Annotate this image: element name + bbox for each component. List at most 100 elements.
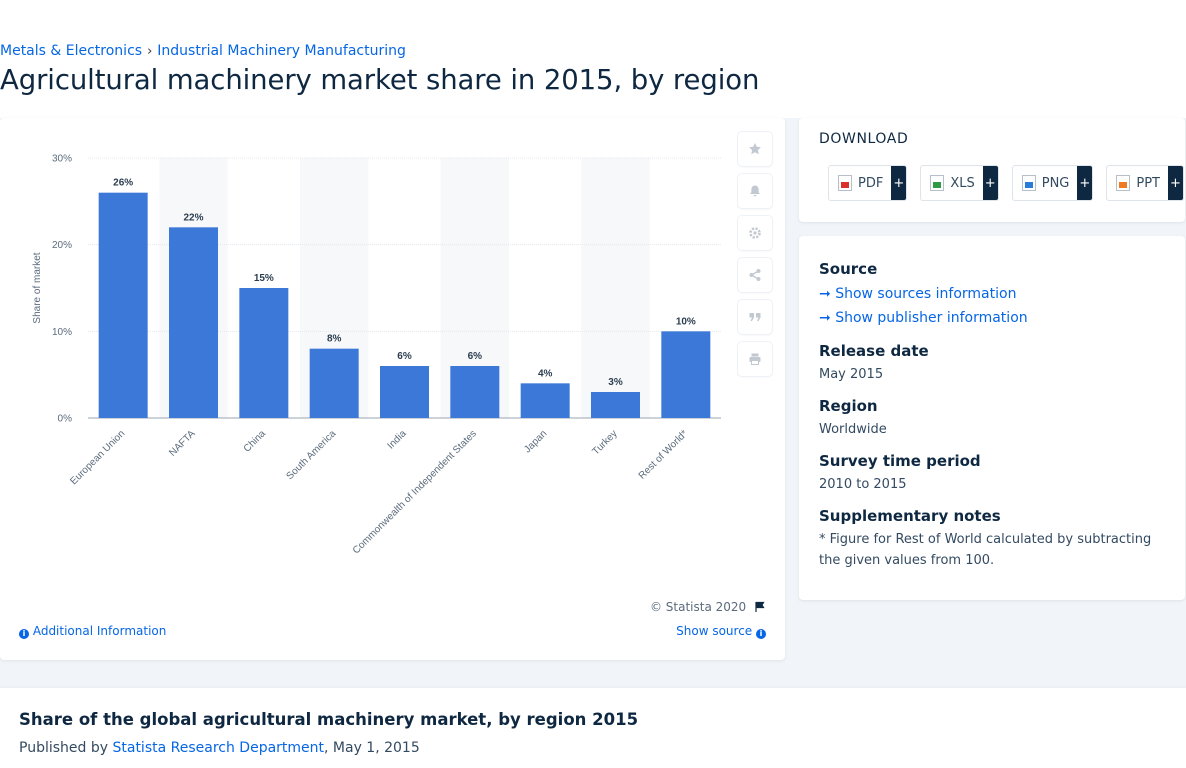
x-tick-label: Turkey: [590, 428, 619, 457]
x-tick-label: European Union: [68, 428, 127, 487]
publish-date: , May 1, 2015: [324, 740, 420, 756]
data-label: 3%: [608, 377, 623, 388]
bar: [169, 227, 218, 418]
download-png-button[interactable]: PNG +: [1011, 165, 1094, 201]
breadcrumb-industrial-machinery[interactable]: Industrial Machinery Manufacturing: [157, 43, 406, 59]
y-tick-label: 30%: [52, 154, 72, 165]
download-xls-label: XLS: [950, 175, 975, 191]
share-icon: [749, 269, 761, 281]
plus-icon: +: [891, 166, 907, 200]
chart-toolbar: [738, 132, 772, 384]
show-source-label: Show source: [676, 624, 753, 638]
additional-information-link[interactable]: i Additional Information: [19, 624, 166, 639]
survey-period-section: Survey time period 2010 to 2015: [819, 452, 981, 495]
statistic-details-card: Source ➞ Show sources information ➞ Show…: [799, 236, 1185, 600]
notification-button[interactable]: [738, 174, 772, 208]
y-tick-label: 0%: [58, 414, 73, 425]
favorite-button[interactable]: [738, 132, 772, 166]
copyright-label: © Statista 2020: [650, 600, 766, 614]
additional-information-label: Additional Information: [32, 624, 167, 638]
release-date-value: May 2015: [819, 367, 884, 382]
bar: [591, 392, 640, 418]
region-heading: Region: [819, 397, 878, 415]
source-heading: Source: [819, 260, 878, 278]
y-tick-label: 10%: [52, 327, 72, 338]
y-axis-label: Share of market: [32, 252, 43, 323]
bar: [450, 366, 500, 418]
chart-card: 0% 10% 20% 30% Share of market 26% European Un…: [0, 118, 785, 660]
download-title: DOWNLOAD: [819, 131, 909, 147]
download-ppt-button[interactable]: PPT +: [1106, 165, 1184, 201]
flag-icon[interactable]: [754, 601, 766, 613]
bar: [98, 192, 148, 418]
copyright-text: © Statista 2020: [649, 600, 747, 614]
source-section: Source ➞ Show sources information ➞ Show…: [819, 260, 1028, 330]
y-tick-label: 20%: [52, 240, 72, 251]
data-label: 22%: [183, 212, 203, 223]
description-card: Share of the global agricultural machine…: [0, 688, 1186, 768]
png-file-icon: [1021, 175, 1036, 191]
data-label: 8%: [327, 334, 342, 345]
x-tick-label: Japan: [522, 428, 549, 455]
header-band: [0, 0, 1186, 118]
publisher-link[interactable]: Statista Research Department: [112, 740, 325, 756]
download-xls-button[interactable]: XLS +: [920, 165, 999, 201]
download-buttons: PDF + XLS + PNG + PPT +: [828, 165, 1184, 201]
supplementary-notes-value: * Figure for Rest of World calculated by…: [819, 532, 1152, 568]
published-by-line: Published by Statista Research Departmen…: [19, 740, 420, 756]
region-section: Region Worldwide: [819, 397, 887, 440]
region-value: Worldwide: [819, 422, 887, 437]
survey-period-heading: Survey time period: [819, 452, 981, 470]
data-label: 10%: [676, 316, 696, 327]
bar: [239, 288, 289, 418]
download-pdf-button[interactable]: PDF +: [828, 165, 908, 201]
bar-chart: 0% 10% 20% 30% Share of market 26% European Un…: [32, 154, 721, 556]
ppt-file-icon: [1116, 175, 1131, 191]
download-ppt-label: PPT: [1136, 175, 1160, 191]
x-tick-label: India: [386, 428, 409, 451]
bar: [380, 366, 429, 418]
pdf-file-icon: [838, 175, 852, 191]
quote-icon: [749, 313, 761, 321]
release-date-heading: Release date: [819, 342, 929, 360]
breadcrumb-separator: ›: [147, 44, 153, 59]
description-title: Share of the global agricultural machine…: [19, 710, 639, 729]
bar: [520, 383, 570, 418]
survey-period-value: 2010 to 2015: [819, 477, 907, 492]
x-tick-label: South America: [285, 428, 339, 482]
bar: [309, 348, 359, 418]
breadcrumb: Metals & Electronics › Industrial Machiner…: [0, 43, 406, 59]
supplementary-notes-heading: Supplementary notes: [819, 507, 1001, 525]
download-card: DOWNLOAD PDF + XLS + PNG + PPT +: [799, 118, 1185, 222]
data-label: 15%: [254, 273, 274, 284]
bar: [661, 331, 711, 418]
x-tick-label: Rest of World*: [637, 428, 690, 481]
data-label: 26%: [113, 178, 133, 189]
show-sources-label: Show sources information: [835, 286, 1017, 302]
arrow-right-icon: ➞: [819, 286, 836, 302]
print-button[interactable]: [738, 342, 772, 376]
gear-icon: [749, 227, 761, 239]
download-png-label: PNG: [1041, 175, 1070, 191]
x-tick-label: China: [242, 428, 269, 455]
star-icon: [749, 143, 761, 155]
supplementary-notes-section: Supplementary notes * Figure for Rest of…: [819, 507, 1159, 571]
published-by-label: Published by: [19, 740, 109, 756]
share-button[interactable]: [738, 258, 772, 292]
print-icon: [749, 353, 761, 365]
arrow-right-icon: ➞: [819, 310, 836, 326]
show-sources-link[interactable]: ➞ Show sources information: [819, 282, 1028, 306]
xls-file-icon: [930, 175, 945, 191]
show-publisher-link[interactable]: ➞ Show publisher information: [819, 306, 1028, 330]
plus-icon: +: [1077, 166, 1093, 200]
data-label: 4%: [538, 368, 553, 379]
breadcrumb-metals-electronics[interactable]: Metals & Electronics: [0, 43, 143, 59]
show-source-link[interactable]: Show source i: [676, 624, 766, 639]
info-icon: i: [756, 629, 766, 639]
plus-icon: +: [982, 166, 998, 200]
settings-button[interactable]: [738, 216, 772, 250]
release-date-section: Release date May 2015: [819, 342, 929, 385]
info-icon: i: [19, 629, 29, 639]
data-label: 6%: [468, 351, 483, 362]
cite-button[interactable]: [738, 300, 772, 334]
